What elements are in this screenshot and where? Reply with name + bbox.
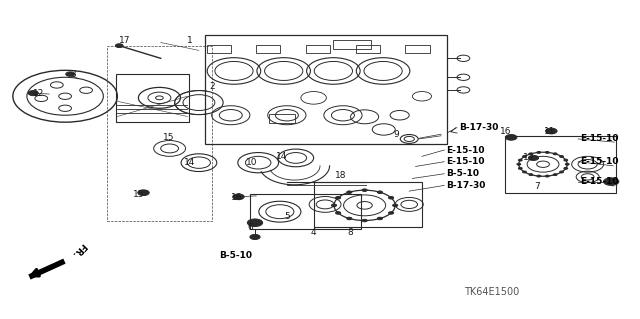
Text: 17: 17	[118, 36, 130, 45]
Text: 9: 9	[394, 130, 399, 139]
Circle shape	[529, 155, 539, 160]
Text: 15: 15	[132, 190, 144, 199]
Text: E-15-10: E-15-10	[580, 157, 618, 166]
Circle shape	[250, 234, 260, 240]
Text: 16: 16	[232, 193, 243, 202]
Circle shape	[332, 204, 337, 207]
Text: 18: 18	[335, 171, 347, 180]
Text: E-15-10: E-15-10	[446, 145, 484, 154]
Circle shape	[388, 197, 394, 199]
Text: 13: 13	[524, 153, 535, 162]
Text: B-17-30: B-17-30	[446, 181, 486, 190]
Text: B-17-30: B-17-30	[459, 123, 499, 132]
Circle shape	[523, 171, 526, 173]
Circle shape	[529, 153, 533, 155]
Circle shape	[506, 135, 517, 140]
Text: 14: 14	[276, 152, 287, 161]
Text: 7: 7	[534, 182, 540, 191]
Text: 15: 15	[163, 133, 175, 142]
Circle shape	[388, 212, 394, 214]
Circle shape	[564, 167, 568, 169]
Text: 8: 8	[348, 228, 353, 237]
Circle shape	[362, 189, 367, 191]
Circle shape	[66, 72, 75, 76]
Text: TK64E1500: TK64E1500	[465, 287, 520, 297]
Circle shape	[347, 217, 352, 220]
Circle shape	[559, 171, 563, 173]
Text: FR.: FR.	[70, 241, 88, 259]
Circle shape	[564, 159, 568, 161]
Circle shape	[517, 163, 521, 165]
Text: 3: 3	[70, 70, 76, 78]
Text: B-5-10: B-5-10	[220, 251, 252, 260]
Text: 5: 5	[284, 212, 290, 221]
Circle shape	[529, 174, 533, 175]
Text: B-5-10: B-5-10	[446, 169, 479, 178]
Circle shape	[523, 156, 526, 158]
Circle shape	[393, 204, 397, 207]
Circle shape	[537, 152, 541, 153]
Circle shape	[335, 212, 340, 214]
Circle shape	[537, 175, 541, 177]
Circle shape	[233, 194, 244, 200]
Circle shape	[559, 156, 563, 158]
Text: E-15-10: E-15-10	[580, 134, 618, 144]
Text: 6: 6	[247, 223, 253, 232]
Circle shape	[518, 159, 522, 161]
Text: E-15-10: E-15-10	[580, 177, 618, 186]
Circle shape	[347, 191, 352, 193]
Text: 11: 11	[543, 127, 555, 136]
Text: 12: 12	[33, 89, 44, 98]
Circle shape	[565, 163, 569, 165]
Circle shape	[115, 44, 123, 48]
Circle shape	[378, 191, 383, 193]
Text: 16: 16	[500, 127, 512, 136]
Circle shape	[247, 219, 262, 226]
Text: 2: 2	[209, 82, 214, 91]
Circle shape	[545, 128, 557, 134]
Text: 14: 14	[184, 158, 195, 167]
Text: 1: 1	[186, 36, 192, 45]
Circle shape	[28, 91, 38, 96]
Circle shape	[335, 197, 340, 199]
Text: 10: 10	[246, 158, 257, 167]
Circle shape	[362, 219, 367, 222]
Text: E-15-10: E-15-10	[446, 157, 484, 166]
Circle shape	[553, 153, 557, 155]
Circle shape	[545, 152, 549, 153]
Circle shape	[553, 174, 557, 175]
Circle shape	[545, 175, 549, 177]
Circle shape	[138, 190, 149, 196]
Circle shape	[378, 217, 383, 220]
Text: 4: 4	[311, 228, 316, 237]
Circle shape	[518, 167, 522, 169]
Circle shape	[604, 178, 619, 185]
